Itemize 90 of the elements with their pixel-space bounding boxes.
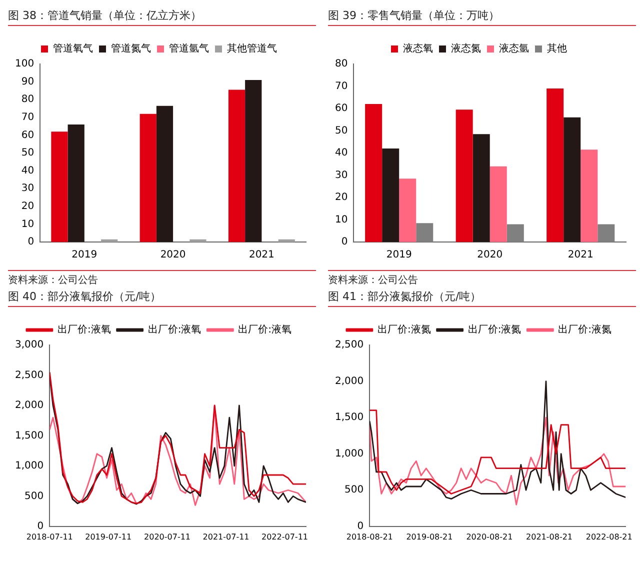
y-tick-label: 60 (21, 130, 34, 141)
y-tick-label: 500 (344, 484, 364, 496)
y-tick-label: 30 (334, 170, 348, 181)
y-tick-label: 50 (334, 125, 348, 136)
y-tick-label: 10 (21, 218, 34, 230)
y-tick-label: 70 (21, 112, 34, 123)
y-tick-label: 20 (21, 200, 34, 212)
y-tick-label: 10 (334, 214, 348, 226)
bar (245, 80, 262, 242)
y-tick-label: 90 (21, 76, 34, 88)
legend-label: 出厂价:液氮 (558, 324, 612, 336)
bar (564, 117, 581, 242)
text: 资料来源：公司公告 (328, 271, 636, 287)
y-tick-label: 0 (357, 520, 364, 532)
y-tick-label: 2,000 (334, 376, 364, 387)
legend-label: 液态氮 (451, 42, 481, 55)
y-tick-label: 50 (21, 148, 34, 159)
y-tick-label: 2,000 (14, 400, 44, 412)
x-tick-label: 2021-08-21 (526, 532, 573, 542)
bar (382, 148, 400, 242)
legend-label: 液态氧 (403, 42, 433, 55)
legend-label: 出厂价:液氧 (148, 324, 202, 336)
x-tick-label: 2019 (386, 250, 412, 261)
x-tick-label: 2021-07-11 (202, 532, 250, 542)
y-tick-label: 100 (14, 58, 34, 70)
bar (546, 88, 564, 242)
bar (68, 124, 84, 242)
legend-label: 管道氧气 (53, 42, 93, 55)
y-tick-label: 70 (334, 80, 348, 92)
text: 资料来源：公司公告 (8, 271, 316, 287)
x-tick-label: 2020-08-21 (466, 532, 513, 542)
bar (399, 178, 416, 242)
bar (51, 132, 68, 242)
y-tick-label: 1,500 (334, 412, 364, 424)
y-tick-label: 0 (341, 236, 348, 248)
legend-label: 出厂价:液氧 (238, 324, 292, 336)
y-tick-label: 60 (334, 103, 348, 114)
x-tick-label: 2019-08-21 (406, 532, 453, 542)
legend-label: 出厂价:液氮 (468, 324, 522, 336)
y-tick-label: 2,500 (14, 370, 44, 381)
x-tick-label: 2020 (160, 250, 186, 261)
legend-label: 出厂价:液氧 (57, 324, 111, 336)
bar (580, 150, 598, 242)
x-tick-label: 2019 (72, 250, 98, 261)
legend-label: 管道氩气 (169, 42, 209, 55)
bar (598, 224, 615, 242)
y-tick-label: 40 (21, 165, 34, 176)
y-tick-label: 2,500 (334, 340, 364, 351)
x-tick-label: 2020-07-11 (144, 532, 191, 542)
chart-title: 图 41：部分液氮报价（元/吨） (328, 289, 636, 307)
bar (190, 239, 206, 242)
y-tick-label: 0 (28, 236, 34, 248)
chart-title: 图 38：管道气销量（单位：亿立方米） (8, 8, 316, 26)
bar (278, 239, 295, 242)
y-tick-label: 80 (334, 58, 348, 70)
bar (140, 114, 156, 242)
bar (472, 134, 490, 242)
legend-label: 其他 (547, 42, 567, 55)
y-tick-label: 40 (334, 148, 348, 159)
legend-label: 管道氮气 (111, 42, 151, 55)
y-tick-label: 1,000 (14, 460, 44, 472)
chart-title: 图 39：零售气销量（单位：万吨） (328, 8, 636, 26)
y-tick-label: 1,000 (334, 448, 364, 460)
y-tick-label: 80 (21, 94, 34, 106)
x-tick-label: 2022-07-11 (262, 532, 308, 542)
bar (101, 239, 118, 242)
legend-label: 出厂价:液氮 (377, 324, 431, 336)
bar (156, 106, 174, 242)
bar (490, 166, 507, 242)
x-tick-label: 2019-07-11 (85, 532, 132, 542)
bar (456, 110, 473, 242)
bar (506, 224, 524, 242)
y-tick-label: 20 (334, 192, 348, 204)
y-tick-label: 3,000 (14, 340, 44, 351)
legend-label: 其他管道气 (227, 42, 277, 55)
x-tick-label: 2020 (477, 250, 503, 261)
x-tick-label: 2018-08-21 (346, 532, 393, 542)
y-tick-label: 1,500 (14, 430, 44, 442)
y-tick-label: 0 (37, 520, 44, 532)
y-tick-label: 500 (24, 490, 44, 502)
legend-label: 液态氩 (499, 42, 529, 55)
x-tick-label: 2021 (568, 250, 594, 261)
x-tick-label: 2021 (248, 250, 274, 261)
x-tick-label: 2022-08-21 (586, 532, 632, 542)
y-tick-label: 30 (21, 183, 34, 194)
bar (228, 90, 246, 242)
bar (365, 104, 382, 242)
chart-title: 图 40：部分液氧报价（元/吨） (8, 289, 316, 307)
x-tick-label: 2018-07-11 (26, 532, 73, 542)
bar (416, 223, 434, 242)
